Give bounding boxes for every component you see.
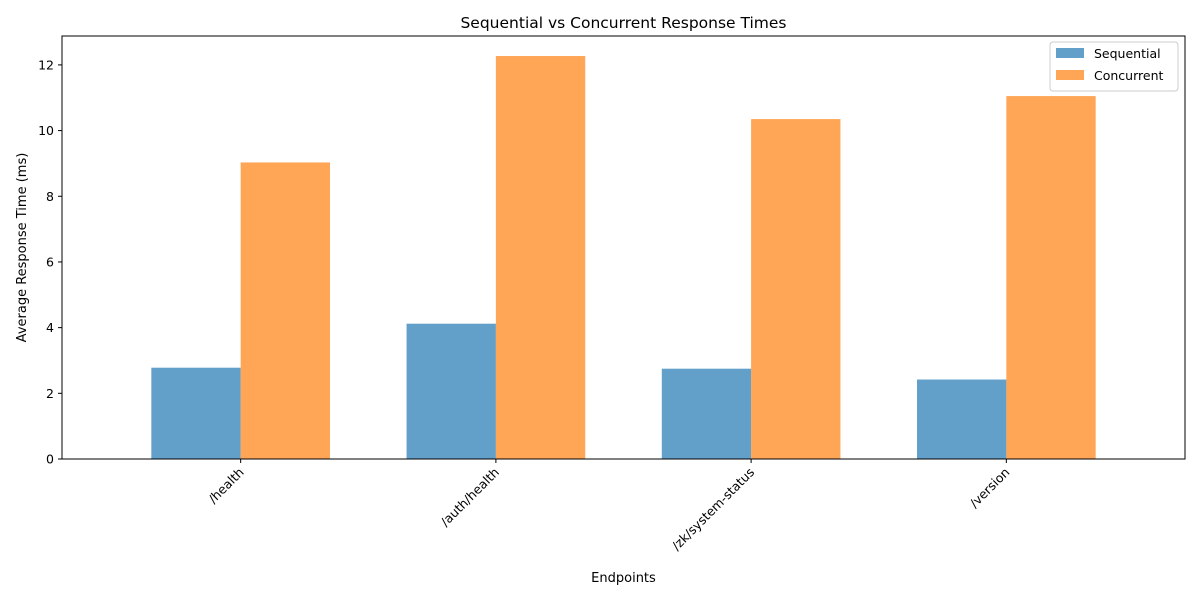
bar-concurrent-1 <box>495 56 586 459</box>
x-tick-label: /health <box>205 465 247 507</box>
bar-concurrent-0 <box>240 162 330 459</box>
y-tick-label: 12 <box>38 57 54 72</box>
bar-concurrent-3 <box>1006 96 1096 459</box>
y-tick-label: 6 <box>46 254 54 269</box>
legend-label-concurrent: Concurrent <box>1094 68 1163 83</box>
legend: Sequential Concurrent <box>1049 41 1179 92</box>
y-tick-label: 0 <box>46 452 54 467</box>
y-tick-label: 4 <box>46 320 54 335</box>
x-tick-label: /auth/health <box>437 465 502 530</box>
x-tick-label: /version <box>967 465 1013 511</box>
x-tick-label: /zk/system-status <box>669 465 758 554</box>
chart-title: Sequential vs Concurrent Response Times <box>460 14 786 32</box>
legend-label-sequential: Sequential <box>1094 46 1161 61</box>
y-tick-label: 8 <box>46 189 54 204</box>
y-tick-label: 2 <box>46 386 54 401</box>
legend-swatch-concurrent <box>1056 70 1084 80</box>
bar-sequential-3 <box>917 379 1007 459</box>
y-tick-label: 10 <box>38 123 54 138</box>
x-axis-title: Endpoints <box>591 571 656 586</box>
bars-group <box>151 56 1096 459</box>
plot-frame <box>61 35 1186 460</box>
y-ticks-group: 0 2 4 6 8 10 12 <box>38 57 62 467</box>
bar-sequential-0 <box>151 367 241 459</box>
legend-swatch-sequential <box>1056 48 1084 58</box>
bar-sequential-1 <box>406 323 496 459</box>
x-ticks-group: /health/auth/health/zk/system-status/ver… <box>205 459 1012 553</box>
bar-sequential-2 <box>661 368 752 459</box>
bar-concurrent-2 <box>751 119 841 459</box>
y-axis-title: Average Response Time (ms) <box>15 153 30 343</box>
